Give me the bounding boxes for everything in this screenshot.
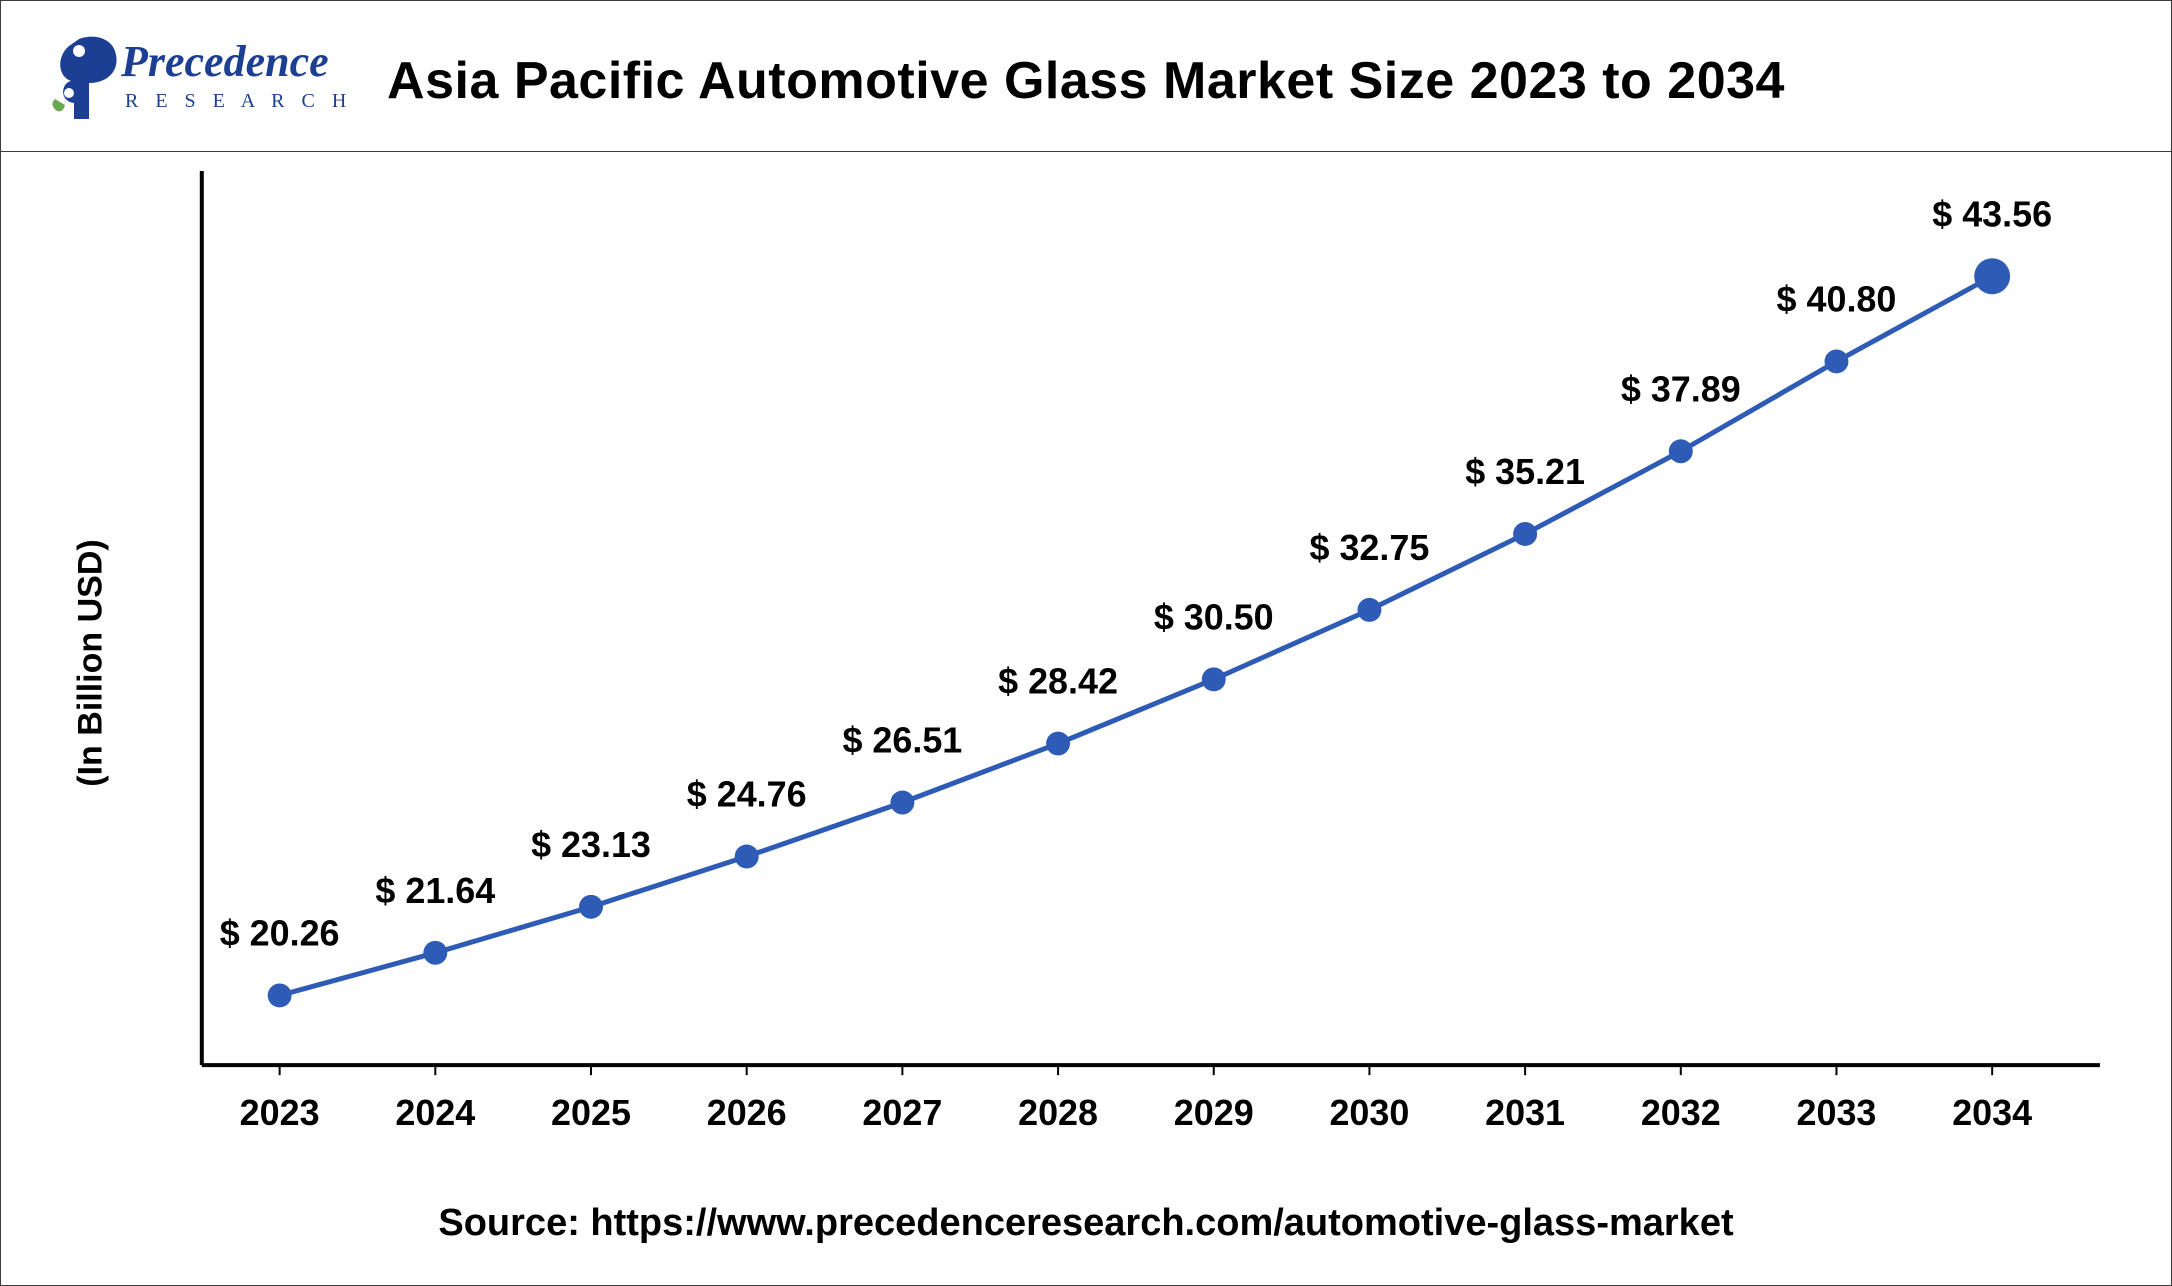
source-footer: Source: https://www.precedenceresearch.c…	[1, 1202, 2171, 1245]
value-label: $ 40.80	[1777, 279, 1897, 320]
data-point	[1974, 258, 2010, 294]
value-label: $ 30.50	[1154, 596, 1274, 637]
x-tick-label: 2034	[1952, 1092, 2032, 1133]
line-chart-svg: $ 20.26 2023 $ 21.64 2024 $ 23.13 2025 $ 24.76…	[41, 171, 2131, 1155]
x-tick-label: 2028	[1018, 1092, 1098, 1133]
x-tick-label: 2026	[707, 1092, 787, 1133]
header-band: Precedence R E S E A R C H Asia Pacific …	[1, 1, 2171, 152]
x-tick-label: 2033	[1797, 1092, 1877, 1133]
x-tick-label: 2025	[551, 1092, 631, 1133]
data-point	[1513, 522, 1537, 546]
x-tick-label: 2023	[240, 1092, 320, 1133]
x-tick-label: 2024	[395, 1092, 475, 1133]
x-tick-label: 2027	[862, 1092, 942, 1133]
chart-area: (In Billion USD) $ 20.262023$ 21.642024$…	[41, 171, 2131, 1155]
chart-title: Asia Pacific Automotive Glass Market Siz…	[1, 51, 2171, 111]
data-point	[1357, 598, 1381, 622]
value-label: $ 37.89	[1621, 368, 1741, 409]
x-tick-label: 2032	[1641, 1092, 1721, 1133]
value-label: $ 35.21	[1465, 451, 1585, 492]
value-label: $ 43.56	[1932, 193, 2052, 234]
x-tick-label: 2030	[1329, 1092, 1409, 1133]
x-tick-label: 2029	[1174, 1092, 1254, 1133]
value-label: $ 24.76	[687, 774, 807, 815]
value-label: $ 32.75	[1310, 527, 1430, 568]
value-label: $ 20.26	[220, 913, 340, 954]
data-point	[1824, 349, 1848, 373]
data-point	[423, 941, 447, 965]
data-point	[268, 983, 292, 1007]
chart-card: Precedence R E S E A R C H Asia Pacific …	[0, 0, 2172, 1286]
data-point	[1046, 732, 1070, 756]
value-label: $ 26.51	[842, 720, 962, 761]
data-point	[579, 895, 603, 919]
data-point	[890, 791, 914, 815]
y-axis-label: (In Billion USD)	[72, 539, 111, 786]
value-label: $ 28.42	[998, 661, 1118, 702]
data-point	[1669, 439, 1693, 463]
data-point	[1202, 667, 1226, 691]
data-point	[735, 845, 759, 869]
x-tick-label: 2031	[1485, 1092, 1565, 1133]
value-label: $ 23.13	[531, 824, 651, 865]
value-label: $ 21.64	[375, 870, 495, 911]
